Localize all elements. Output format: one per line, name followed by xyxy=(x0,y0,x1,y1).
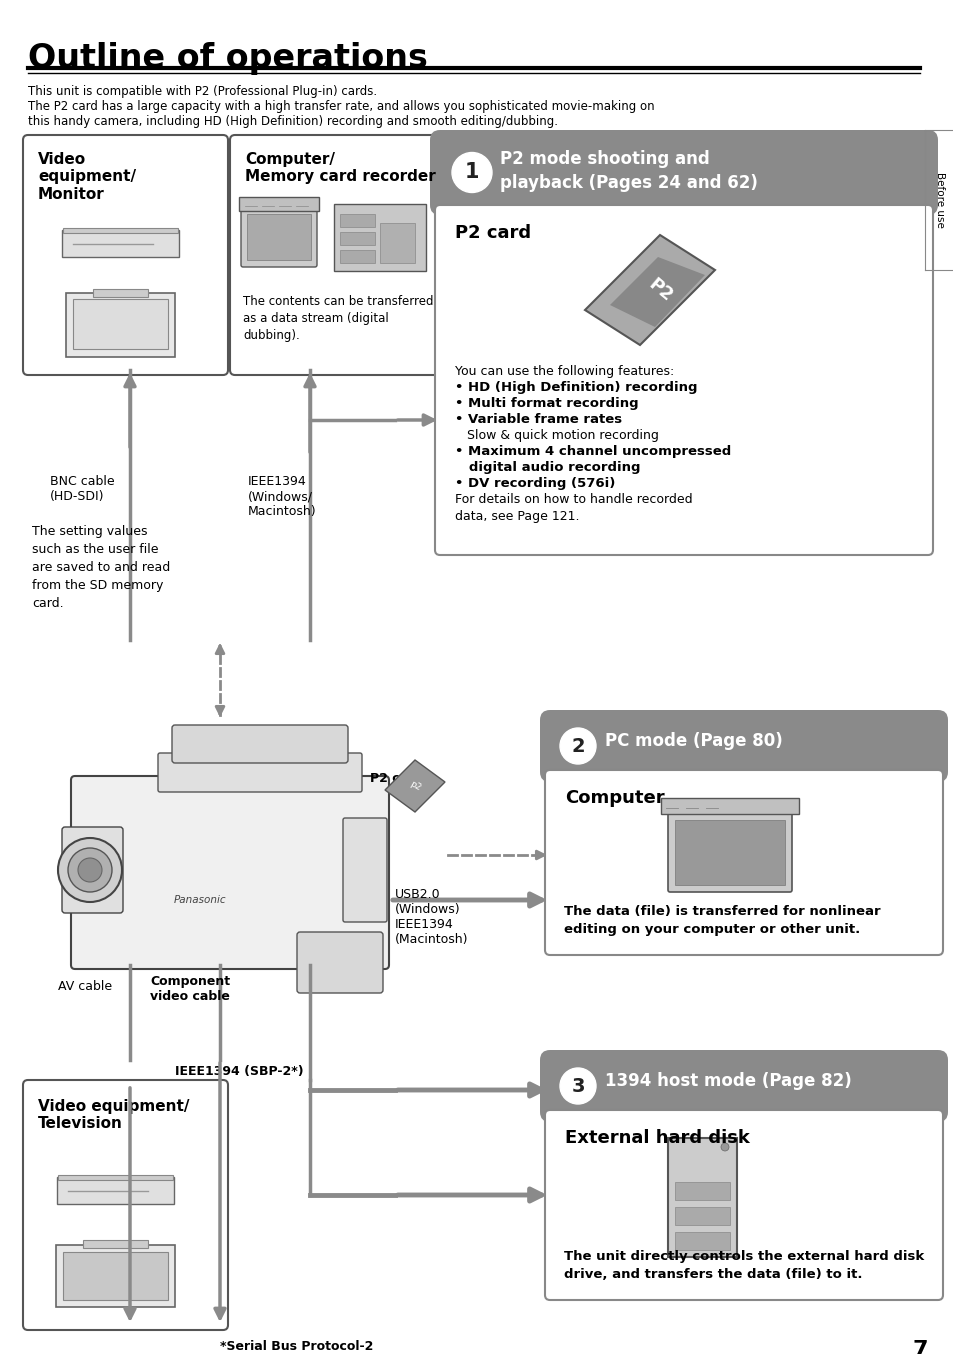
Text: The P2 card has a large capacity with a high transfer rate, and allows you sophi: The P2 card has a large capacity with a … xyxy=(28,100,654,112)
FancyBboxPatch shape xyxy=(58,1175,172,1179)
FancyBboxPatch shape xyxy=(343,818,387,922)
FancyBboxPatch shape xyxy=(339,232,375,245)
FancyBboxPatch shape xyxy=(247,214,311,260)
Text: *Serial Bus Protocol-2: *Serial Bus Protocol-2 xyxy=(220,1340,373,1353)
Text: Slow & quick motion recording: Slow & quick motion recording xyxy=(455,429,659,441)
Polygon shape xyxy=(584,236,714,345)
FancyBboxPatch shape xyxy=(339,250,375,263)
FancyBboxPatch shape xyxy=(667,1137,737,1257)
Text: • Maximum 4 channel uncompressed: • Maximum 4 channel uncompressed xyxy=(455,445,731,458)
Text: p2: p2 xyxy=(407,780,422,792)
FancyBboxPatch shape xyxy=(241,209,316,267)
Text: This unit is compatible with P2 (Professional Plug-in) cards.: This unit is compatible with P2 (Profess… xyxy=(28,85,376,97)
FancyBboxPatch shape xyxy=(660,798,799,814)
Text: • HD (High Definition) recording: • HD (High Definition) recording xyxy=(455,380,697,394)
FancyBboxPatch shape xyxy=(23,135,228,375)
Text: • Multi format recording: • Multi format recording xyxy=(455,397,638,410)
FancyBboxPatch shape xyxy=(544,770,942,955)
Text: digital audio recording: digital audio recording xyxy=(455,460,639,474)
FancyBboxPatch shape xyxy=(430,130,937,215)
Text: Component
video cable: Component video cable xyxy=(150,975,230,1003)
Text: USB2.0
(Windows)
IEEE1394
(Macintosh): USB2.0 (Windows) IEEE1394 (Macintosh) xyxy=(395,888,468,946)
FancyBboxPatch shape xyxy=(296,932,382,992)
Text: • Variable frame rates: • Variable frame rates xyxy=(455,413,621,427)
Text: IEEE1394
(Windows/
Macintosh): IEEE1394 (Windows/ Macintosh) xyxy=(248,475,316,519)
Text: BNC cable
(HD-SDI): BNC cable (HD-SDI) xyxy=(50,475,114,502)
Text: External hard disk: External hard disk xyxy=(564,1129,749,1147)
FancyBboxPatch shape xyxy=(63,227,178,233)
Text: P2: P2 xyxy=(643,275,675,305)
Text: Computer: Computer xyxy=(564,789,664,807)
Polygon shape xyxy=(385,760,444,812)
Text: 2: 2 xyxy=(571,737,584,756)
FancyBboxPatch shape xyxy=(544,1110,942,1300)
Text: Video
equipment/
Monitor: Video equipment/ Monitor xyxy=(38,152,136,202)
Circle shape xyxy=(78,858,102,881)
FancyBboxPatch shape xyxy=(23,1080,228,1330)
FancyBboxPatch shape xyxy=(379,223,415,263)
FancyBboxPatch shape xyxy=(66,292,174,357)
FancyBboxPatch shape xyxy=(62,230,179,257)
Text: P2 mode shooting and
playback (Pages 24 and 62): P2 mode shooting and playback (Pages 24 … xyxy=(499,150,757,192)
Text: Video equipment/
Television: Video equipment/ Television xyxy=(38,1099,190,1132)
FancyBboxPatch shape xyxy=(539,1049,947,1122)
FancyBboxPatch shape xyxy=(334,204,426,271)
FancyBboxPatch shape xyxy=(62,827,123,913)
FancyBboxPatch shape xyxy=(230,135,439,375)
Text: For details on how to handle recorded
data, see Page 121.: For details on how to handle recorded da… xyxy=(455,493,692,523)
Text: 1394 host mode (Page 82): 1394 host mode (Page 82) xyxy=(604,1072,851,1090)
Circle shape xyxy=(720,1143,728,1151)
Text: • DV recording (576i): • DV recording (576i) xyxy=(455,477,615,490)
FancyBboxPatch shape xyxy=(675,1182,729,1200)
FancyBboxPatch shape xyxy=(667,812,791,892)
Text: P2 card: P2 card xyxy=(455,223,531,242)
Text: The unit directly controls the external hard disk
drive, and transfers the data : The unit directly controls the external … xyxy=(563,1250,923,1281)
Text: P2 card: P2 card xyxy=(370,772,423,785)
Text: Before use: Before use xyxy=(934,172,944,227)
FancyBboxPatch shape xyxy=(172,724,348,764)
FancyBboxPatch shape xyxy=(539,709,947,783)
Text: Panasonic: Panasonic xyxy=(173,895,226,904)
FancyBboxPatch shape xyxy=(675,1232,729,1250)
Text: PC mode (Page 80): PC mode (Page 80) xyxy=(604,733,781,750)
Circle shape xyxy=(559,728,596,764)
FancyBboxPatch shape xyxy=(83,1240,148,1248)
FancyBboxPatch shape xyxy=(71,776,389,969)
FancyBboxPatch shape xyxy=(435,204,932,555)
Polygon shape xyxy=(609,257,704,328)
Text: 1: 1 xyxy=(464,162,478,183)
FancyBboxPatch shape xyxy=(57,1177,173,1204)
Text: The contents can be transferred
as a data stream (digital
dubbing).: The contents can be transferred as a dat… xyxy=(243,295,433,343)
FancyBboxPatch shape xyxy=(675,821,784,886)
FancyBboxPatch shape xyxy=(92,288,148,297)
Circle shape xyxy=(452,153,492,192)
FancyBboxPatch shape xyxy=(339,214,375,227)
FancyBboxPatch shape xyxy=(239,196,318,211)
Circle shape xyxy=(559,1068,596,1104)
FancyBboxPatch shape xyxy=(73,299,168,349)
FancyBboxPatch shape xyxy=(56,1244,174,1307)
Text: Outline of operations: Outline of operations xyxy=(28,42,428,74)
FancyBboxPatch shape xyxy=(158,753,361,792)
Text: Computer/
Memory card recorder: Computer/ Memory card recorder xyxy=(245,152,436,184)
Text: IEEE1394 (SBP-2*): IEEE1394 (SBP-2*) xyxy=(174,1066,303,1078)
Text: AV cable: AV cable xyxy=(58,980,112,992)
Text: You can use the following features:: You can use the following features: xyxy=(455,366,674,378)
Circle shape xyxy=(58,838,122,902)
FancyBboxPatch shape xyxy=(675,1206,729,1225)
Text: 3: 3 xyxy=(571,1076,584,1095)
Circle shape xyxy=(68,848,112,892)
FancyBboxPatch shape xyxy=(63,1252,168,1300)
Text: The data (file) is transferred for nonlinear
editing on your computer or other u: The data (file) is transferred for nonli… xyxy=(563,904,880,936)
Text: 7: 7 xyxy=(911,1340,926,1354)
Text: this handy camera, including HD (High Definition) recording and smooth editing/d: this handy camera, including HD (High De… xyxy=(28,115,558,129)
Text: The setting values
such as the user file
are saved to and read
from the SD memor: The setting values such as the user file… xyxy=(32,525,170,611)
